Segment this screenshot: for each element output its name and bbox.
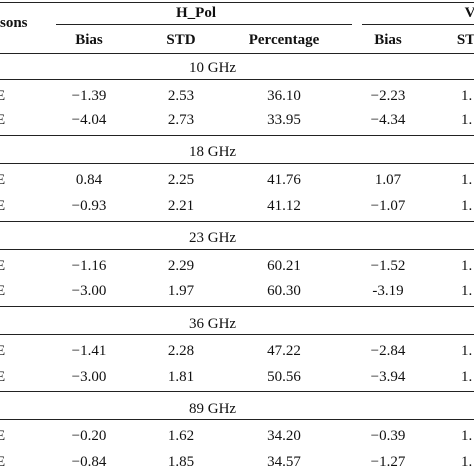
h-bias-cell: −1.39 [71, 88, 107, 104]
v-std-cell: 1. [461, 258, 473, 274]
v-bias-cell: 1.07 [374, 172, 402, 188]
h-std-cell: 1.62 [167, 428, 195, 444]
row-name: E [0, 258, 6, 274]
h-std-cell: 2.21 [167, 198, 195, 214]
h-pct-cell: 33.95 [267, 112, 301, 128]
h-std-cell: 1.97 [167, 283, 195, 299]
h-bias-cell: −0.93 [71, 198, 107, 214]
h-pct-cell: 41.76 [267, 172, 301, 188]
row-name: E [0, 428, 6, 444]
header-v-pol: V [464, 5, 474, 21]
h-bias-cell: −3.00 [71, 283, 107, 299]
v-bias-cell: −4.34 [370, 112, 406, 128]
v-bias-cell: −1.07 [370, 198, 406, 214]
section-rule [0, 334, 474, 335]
h-std-cell: 1.81 [167, 369, 195, 385]
column-header-v-std: ST [456, 32, 474, 48]
v-pol-underline [362, 24, 474, 25]
section-label-89ghz: 89 GHz [189, 401, 237, 417]
section-label-10ghz: 10 GHz [189, 60, 237, 76]
row-name: E [0, 283, 6, 299]
v-std-cell: 1. [461, 172, 473, 188]
header-bottom-rule [0, 53, 474, 54]
h-std-cell: 1.85 [167, 454, 195, 470]
v-std-cell: 1. [461, 112, 473, 128]
h-bias-cell: −0.84 [71, 454, 107, 470]
top-rule [0, 2, 474, 3]
h-pct-cell: 41.12 [267, 198, 301, 214]
row-name: E [0, 454, 6, 470]
section-rule [0, 135, 474, 136]
header-comparisons: sons [0, 15, 28, 31]
h-bias-cell: −3.00 [71, 369, 107, 385]
row-name: E [0, 88, 6, 104]
h-pct-cell: 34.57 [267, 454, 301, 470]
v-std-cell: 1. [461, 88, 473, 104]
section-label-23ghz: 23 GHz [189, 230, 237, 246]
h-pct-cell: 47.22 [267, 343, 301, 359]
v-std-cell: 1. [461, 198, 473, 214]
h-pct-cell: 50.56 [267, 369, 301, 385]
h-pct-cell: 34.20 [267, 428, 301, 444]
v-bias-cell: −3.94 [370, 369, 406, 385]
h-std-cell: 2.28 [167, 343, 195, 359]
h-std-cell: 2.29 [167, 258, 195, 274]
section-rule [0, 306, 474, 307]
h-std-cell: 2.73 [167, 112, 195, 128]
h-bias-cell: −0.20 [71, 428, 107, 444]
row-name: E [0, 172, 6, 188]
v-bias-cell: −0.39 [370, 428, 406, 444]
v-bias-cell: −1.52 [370, 258, 406, 274]
row-name: E [0, 343, 6, 359]
header-h-pol: H_Pol [176, 5, 216, 21]
section-rule [0, 249, 474, 250]
section-label-36ghz: 36 GHz [189, 316, 237, 332]
column-header-h-std: STD [166, 32, 196, 48]
section-rule [0, 163, 474, 164]
column-header-h-bias: Bias [75, 32, 103, 48]
h-bias-cell: −4.04 [71, 112, 107, 128]
v-std-cell: 1. [461, 369, 473, 385]
section-rule [0, 221, 474, 222]
row-name: E [0, 198, 6, 214]
h-std-cell: 2.25 [167, 172, 195, 188]
section-label-18ghz: 18 GHz [189, 144, 237, 160]
row-name: E [0, 112, 6, 128]
h-pct-cell: 36.10 [267, 88, 301, 104]
section-rule [0, 419, 474, 420]
column-header-v-bias: Bias [374, 32, 402, 48]
h-pol-underline [56, 24, 352, 25]
h-bias-cell: 0.84 [75, 172, 103, 188]
section-rule [0, 79, 474, 80]
h-std-cell: 2.53 [167, 88, 195, 104]
h-pct-cell: 60.21 [267, 258, 301, 274]
h-bias-cell: −1.16 [71, 258, 107, 274]
h-bias-cell: −1.41 [71, 343, 107, 359]
v-bias-cell: −1.27 [370, 454, 406, 470]
v-std-cell: 1. [461, 283, 473, 299]
v-std-cell: 1. [461, 428, 473, 444]
v-bias-cell: −2.23 [370, 88, 406, 104]
column-header-h-percentage: Percentage [248, 32, 320, 48]
v-std-cell: 1. [461, 454, 473, 470]
v-std-cell: 1. [461, 343, 473, 359]
row-name: E [0, 369, 6, 385]
h-pct-cell: 60.30 [267, 283, 301, 299]
v-bias-cell: -3.19 [372, 283, 404, 299]
v-bias-cell: −2.84 [370, 343, 406, 359]
section-rule [0, 391, 474, 392]
